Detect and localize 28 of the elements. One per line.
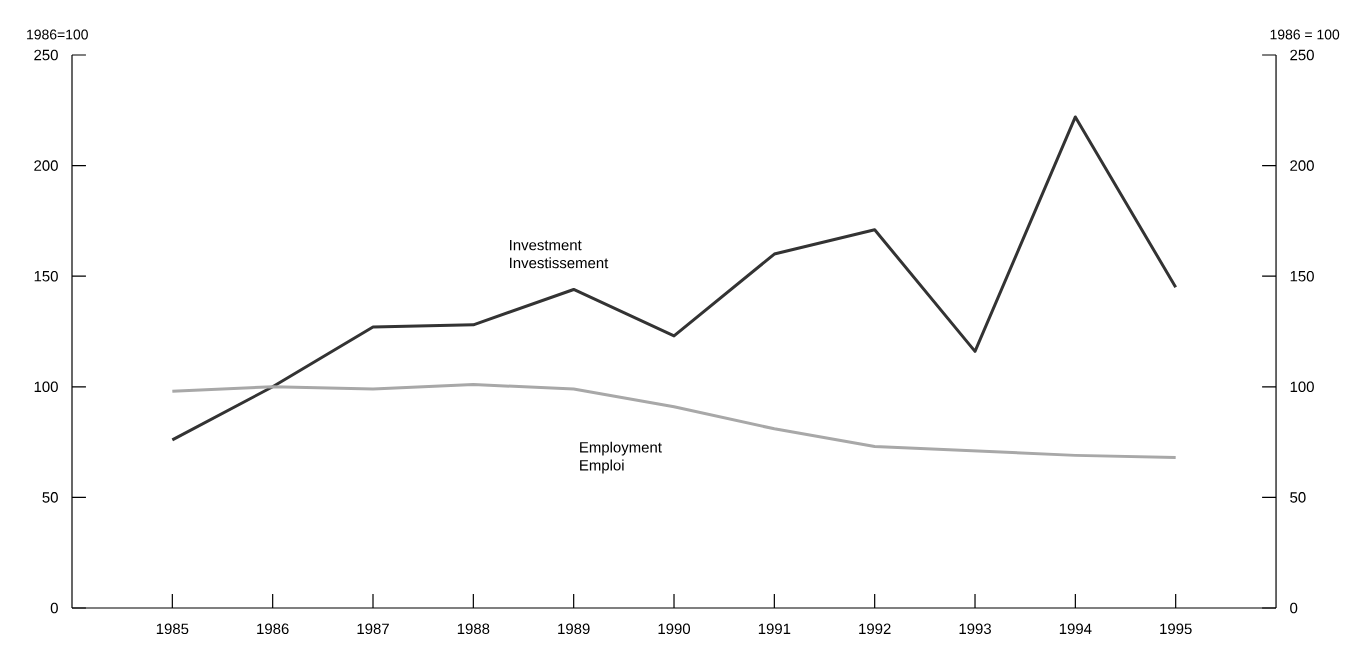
y2-tick-label: 200 [1290, 160, 1314, 171]
y-tick-label: 200 [34, 160, 58, 171]
y2-tick-label: 100 [1290, 381, 1314, 393]
text: Employment Emploi [580, 441, 662, 474]
x-tick-label: 1991 [758, 623, 791, 635]
y2-tick-label: 50 [1290, 492, 1306, 503]
x-tick-label: 1989 [558, 623, 590, 635]
x-tick-label: 1988 [457, 623, 490, 635]
x-tick-label: 1995 [1160, 623, 1192, 635]
x-tick-label: 1987 [357, 623, 389, 635]
y-tick-label: 250 [34, 49, 58, 61]
line-series [170, 115, 1178, 442]
y-tick-label: 0 [50, 602, 58, 614]
text: Investment Investissement [510, 239, 609, 269]
y-tick-label: 150 [34, 270, 58, 282]
y2-tick-label: 0 [1290, 602, 1298, 614]
x-tick-label: 1993 [959, 623, 991, 635]
x-tick-label: 1986 [257, 623, 289, 635]
x-tick-label: 1994 [1059, 623, 1092, 635]
y2-axis-title: 1986 = 100 [1270, 29, 1340, 40]
y-axis-title: 1986=100 [27, 29, 88, 40]
y2-tick-label: 150 [1290, 270, 1314, 282]
x-tick-label: 1985 [156, 623, 189, 635]
y-tick-label: 100 [34, 381, 58, 393]
x-tick-label: 1990 [658, 623, 691, 635]
y2-tick-label: 250 [1290, 49, 1314, 61]
y-tick-label: 50 [42, 492, 58, 503]
x-tick-label: 1992 [859, 623, 891, 635]
